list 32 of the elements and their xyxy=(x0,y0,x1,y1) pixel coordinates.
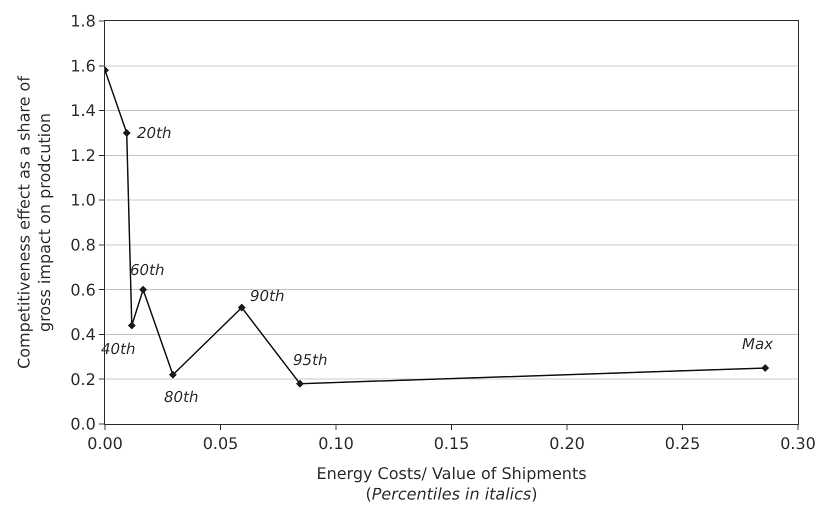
y-tick-label: 0.2 xyxy=(70,370,96,389)
point xyxy=(296,380,304,388)
y-tick-label: 0.8 xyxy=(70,235,96,254)
y-axis-title: Competitiveness effect as a share of gross impact on prodcution xyxy=(14,76,54,369)
y-tick-label: 0.4 xyxy=(70,325,96,344)
y-tick-label: 1.6 xyxy=(70,56,96,76)
y-tick-label: 0.0 xyxy=(70,414,96,434)
annotation: Max xyxy=(742,335,774,353)
annotation: 20th xyxy=(137,124,172,142)
point xyxy=(238,304,246,312)
y-tick-label: 1.4 xyxy=(70,101,96,120)
x-tick-label: 0.15 xyxy=(434,434,470,454)
point xyxy=(122,129,131,137)
annotation: 90th xyxy=(250,287,284,305)
x-tick-label: 0.30 xyxy=(780,434,816,454)
y-tick-label: 1.2 xyxy=(70,146,96,165)
annotation: 60th xyxy=(130,261,164,279)
y-tick-label: 1.0 xyxy=(70,190,96,210)
x-tick-label: 0.05 xyxy=(202,434,238,454)
x-tick-label: 0.20 xyxy=(549,434,585,454)
point xyxy=(128,322,136,330)
y-tick-label: 0.6 xyxy=(70,280,96,300)
x-tick-label: 0.00 xyxy=(87,434,123,454)
point xyxy=(169,370,177,379)
annotation: 95th xyxy=(293,351,328,369)
point xyxy=(139,286,148,294)
x-tick-label: 0.10 xyxy=(318,434,354,454)
x-axis-title: Energy Costs/ Value of Shipments (Percentiles in italics) xyxy=(316,464,587,504)
point xyxy=(761,364,770,372)
annotation: 80th xyxy=(164,388,198,406)
x-tick-label: 0.25 xyxy=(664,434,700,454)
y-tick-label: 1.8 xyxy=(70,12,96,31)
